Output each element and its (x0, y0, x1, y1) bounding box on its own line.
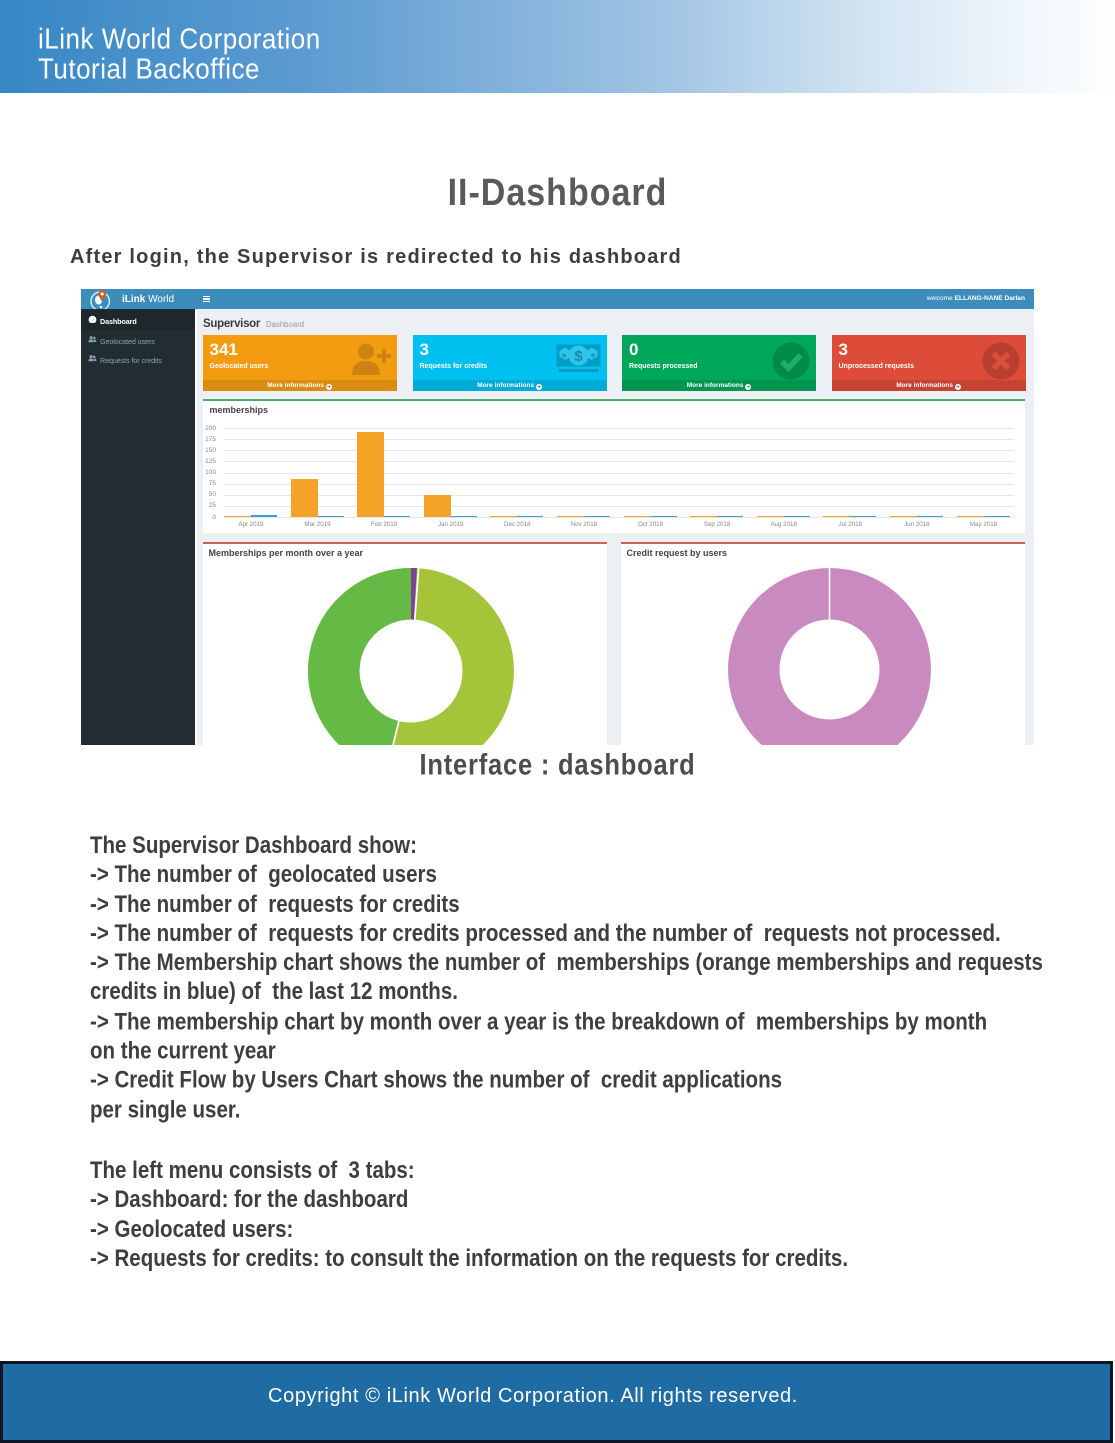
svg-text:$: $ (574, 348, 583, 365)
